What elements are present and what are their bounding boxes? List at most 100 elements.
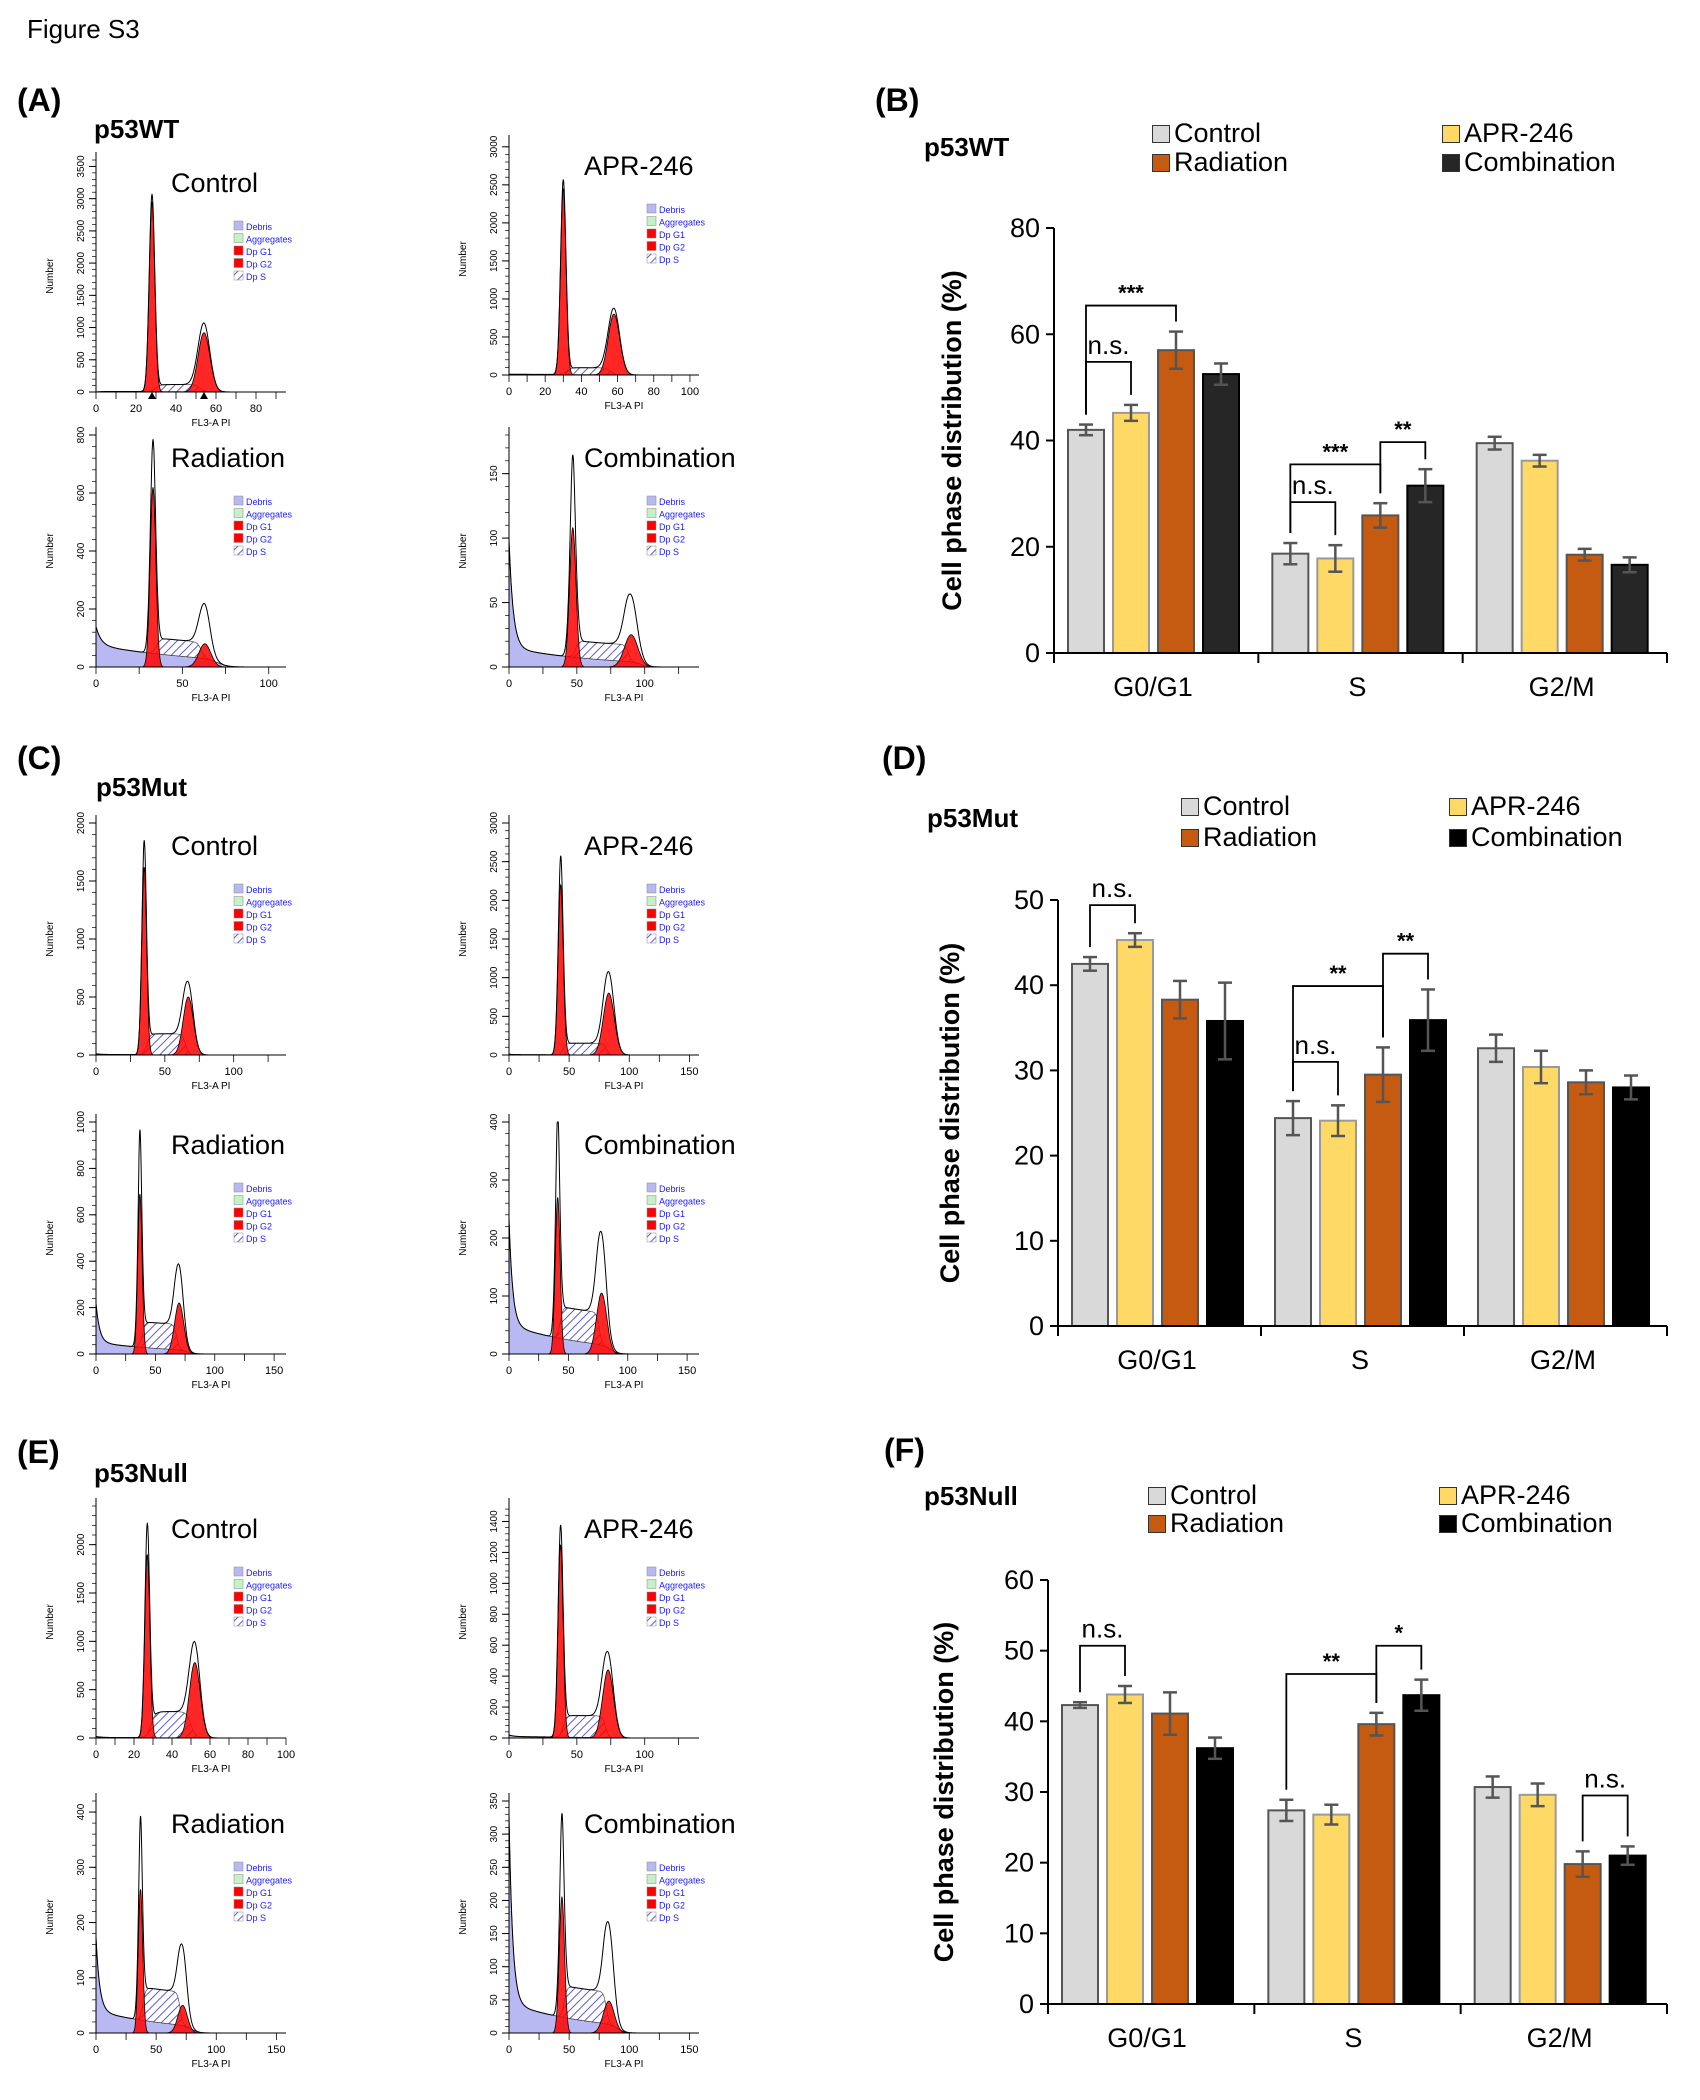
x-axis-label: FL3-A PI	[605, 1081, 644, 1092]
legend-item-apr-246: APR-246	[1449, 791, 1581, 822]
y-tick-label: 350	[489, 1792, 500, 1809]
legend-swatch	[233, 258, 244, 268]
x-tick-label: 20	[130, 403, 142, 415]
genotype-label-a: p53WT	[94, 114, 180, 144]
figure-title: Figure S3	[27, 14, 140, 44]
legend-swatch	[233, 520, 244, 531]
legend-swatch	[1449, 828, 1467, 847]
legend-label: Dp G2	[246, 1606, 272, 1616]
category-label: S	[1351, 1345, 1369, 1375]
bar-radiation-s	[1364, 1073, 1402, 1328]
legend-swatch	[646, 545, 657, 556]
y-tick-label: 60	[1004, 1565, 1034, 1595]
y-tick-label: 300	[76, 1859, 87, 1876]
y-tick-label: 1000	[76, 927, 87, 950]
x-axis-label: FL3-A PI	[605, 693, 644, 704]
y-axis-label: Number	[458, 1899, 469, 1935]
legend-item-apr-246: APR-246	[1439, 1480, 1571, 1511]
legend-swatch	[233, 1874, 244, 1884]
x-tick-label: 0	[506, 1066, 512, 1078]
y-tick-label: 10	[1004, 1918, 1034, 1948]
y-tick-label: 500	[489, 1008, 500, 1025]
bar-combination-g2/m	[1610, 563, 1649, 654]
histogram-e-radiation: 0 100 200 300 400 0 50 100 150 FL3-A PI Number Radi…	[45, 1793, 293, 2070]
x-tick-label: 0	[506, 386, 512, 398]
bar-apr-246-g0/g1	[1112, 411, 1150, 654]
x-tick-label: 60	[204, 1749, 216, 1761]
x-tick-label: 50	[571, 1749, 583, 1761]
category-label: S	[1348, 672, 1366, 702]
genotype-label-e: p53Null	[94, 1458, 188, 1488]
histogram-title: Control	[171, 1514, 258, 1544]
bar-control-g0/g1	[1061, 1704, 1099, 2005]
legend-label: Combination	[1461, 1508, 1613, 1538]
legend-swatch	[646, 520, 657, 531]
legend-label: Debris	[659, 885, 686, 895]
x-tick-label: 40	[575, 386, 587, 398]
y-tick-label: 20	[1004, 1848, 1034, 1878]
y-tick-label: 40	[1014, 970, 1044, 1000]
dip-g2-peak	[96, 332, 286, 393]
legend-label: Dp G1	[246, 1209, 272, 1219]
legend-label: Combination	[1471, 822, 1623, 852]
panel-label-d: (D)	[882, 740, 927, 776]
y-tick-label: 2000	[76, 252, 87, 275]
y-tick-label: 3000	[489, 135, 500, 158]
histogram-outline	[508, 454, 699, 668]
histogram-title: APR-246	[584, 831, 694, 861]
legend-item-control: Control	[1181, 791, 1290, 822]
y-tick-label: 3000	[489, 811, 500, 834]
legend-swatch	[233, 1886, 244, 1897]
y-tick-label: 200	[76, 1914, 87, 1931]
y-axis-label: Number	[458, 241, 469, 277]
legend-label: Aggregates	[659, 1876, 706, 1886]
legend-label: Dp S	[246, 272, 266, 282]
legend-swatch	[233, 1616, 244, 1627]
legend-item-control: Control	[1148, 1480, 1257, 1511]
legend-swatch	[646, 241, 657, 251]
x-axis-label: FL3-A PI	[192, 2059, 231, 2070]
x-axis-label: FL3-A PI	[192, 693, 231, 704]
y-axis-title: Cell phase distribution (%)	[935, 943, 965, 1284]
legend-swatch	[646, 921, 657, 931]
legend-label: Debris	[659, 1863, 686, 1873]
histogram-e-control: 0 500 1000 1500 2000 0 20 40 60 80 100 FL3-A PI Numb…	[45, 1498, 295, 1775]
peak-marker-icon	[148, 392, 156, 399]
x-tick-label: 0	[93, 1749, 99, 1761]
panel-label-f: (F)	[884, 1432, 925, 1468]
significance-label: n.s.	[1292, 470, 1334, 500]
significance-bracket	[1581, 1794, 1629, 1842]
significance-bracket	[1085, 360, 1132, 415]
histogram-e-combination: 0 50 100 150 200 250 300 350 0 50 100 150 FL3-A PI Nu…	[458, 1792, 736, 2070]
y-axis-label: Number	[45, 921, 56, 957]
y-tick-label: 250	[489, 1859, 500, 1876]
x-tick-label: 80	[648, 386, 660, 398]
bar-control-g2/m	[1475, 442, 1514, 654]
genotype-label-d: p53Mut	[927, 803, 1018, 833]
legend-swatch	[646, 1195, 657, 1205]
histogram-title: Radiation	[171, 443, 285, 473]
dip-s-area	[508, 538, 699, 668]
y-tick-label: 2500	[489, 850, 500, 873]
x-tick-label: 100	[206, 1365, 224, 1377]
y-tick-label: 400	[76, 1803, 87, 1820]
legend-swatch	[233, 495, 244, 506]
y-tick-label: 500	[76, 351, 87, 368]
legend-swatch	[646, 1579, 657, 1589]
legend-label: Dp G2	[246, 1222, 272, 1232]
x-tick-label: 60	[611, 386, 623, 398]
significance-bracket	[1089, 904, 1136, 948]
legend-label: Dp S	[246, 1913, 266, 1923]
significance-label: *	[1395, 1621, 1404, 1646]
legend-label: Dp S	[659, 935, 679, 945]
significance-label: **	[1323, 1649, 1341, 1674]
legend-label: Aggregates	[659, 218, 706, 228]
category-label: G0/G1	[1107, 2023, 1187, 2053]
y-tick-label: 2500	[489, 173, 500, 196]
bar-radiation-g0/g1	[1151, 1712, 1189, 2006]
legend-label: Aggregates	[246, 1581, 293, 1591]
legend-swatch	[233, 1899, 244, 1909]
legend-label: Dp S	[246, 935, 266, 945]
legend-label: Dp G1	[659, 522, 685, 532]
x-tick-label: 100	[207, 2044, 225, 2056]
